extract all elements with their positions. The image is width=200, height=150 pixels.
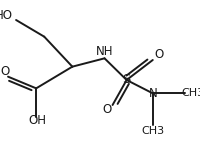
Text: O: O [101,103,111,117]
Text: S: S [122,74,130,87]
Text: N: N [148,87,156,100]
Text: O: O [0,65,10,78]
Text: HO: HO [0,9,13,22]
Text: OH: OH [28,114,46,127]
Text: CH3: CH3 [140,126,164,136]
Text: CH3: CH3 [180,87,200,98]
Text: NH: NH [95,45,113,58]
Text: O: O [153,48,163,62]
